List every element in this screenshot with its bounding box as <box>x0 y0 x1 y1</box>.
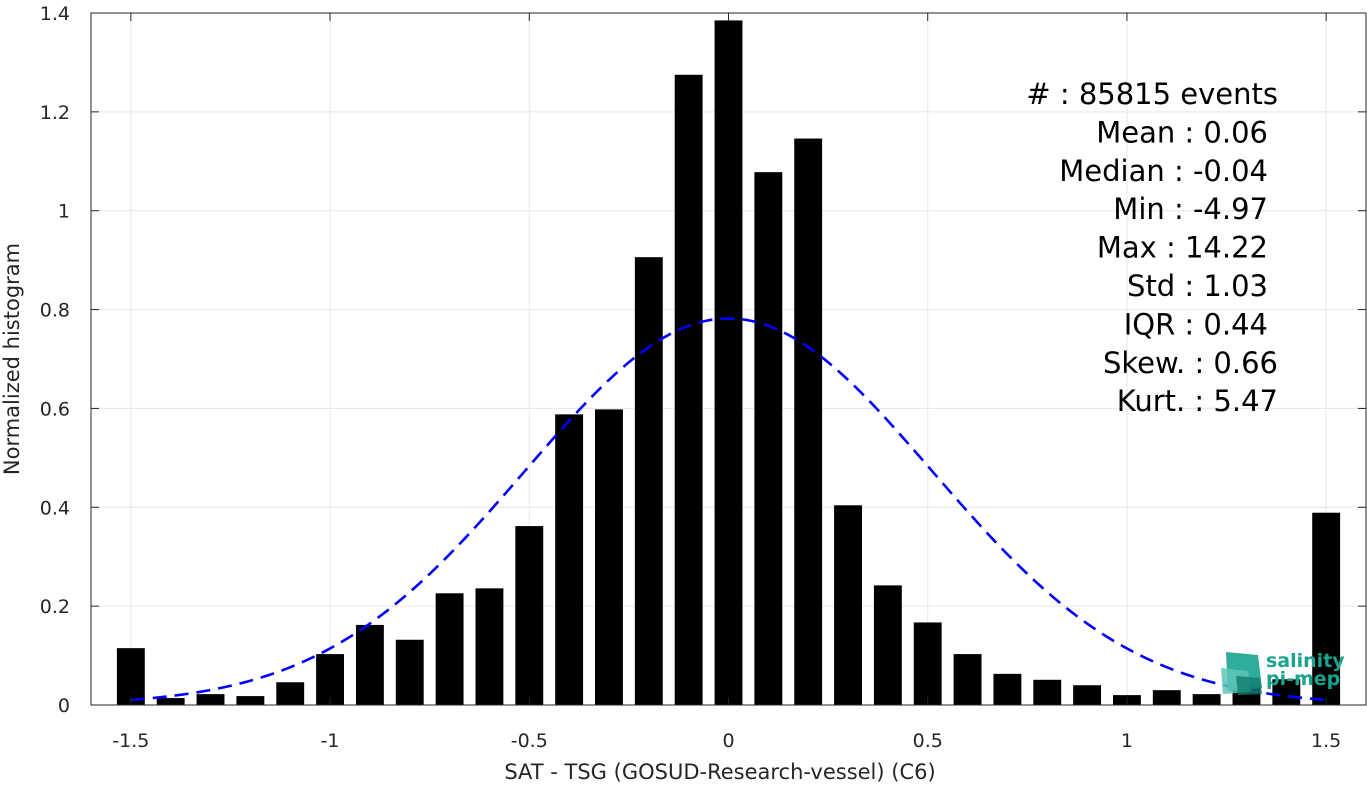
histogram-bar <box>316 654 345 705</box>
histogram-bar <box>953 654 982 705</box>
stats-box: # : 85815 events Mean : 0.06 Median : -0.0… <box>1026 77 1278 418</box>
histogram-bar <box>475 588 504 705</box>
y-tick-label: 1.4 <box>40 3 70 25</box>
y-tick-label: 0.4 <box>40 497 70 519</box>
y-tick-label: 1 <box>58 201 70 223</box>
histogram-bar <box>1192 694 1221 705</box>
histogram-bar <box>116 648 145 705</box>
stat-line: # : 85815 events <box>1026 77 1278 111</box>
y-tick-label: 0 <box>58 695 70 717</box>
histogram-bar <box>555 414 584 705</box>
histogram-bar <box>236 696 265 705</box>
x-tick-label: -1 <box>321 730 340 752</box>
x-tick-label: 0 <box>722 730 734 752</box>
gaussian-fit-curve <box>130 317 1327 702</box>
y-axis-title: Normalized histogram <box>0 243 24 475</box>
axis-ticks <box>91 12 1366 706</box>
salinity-pi-mep-logo: salinity pi-mep <box>1221 650 1345 695</box>
logo-mark-icon <box>1221 652 1262 695</box>
histogram-bar <box>276 682 305 705</box>
x-axis-title: SAT - TSG (GOSUD-Research-vessel) (C6) <box>504 760 935 784</box>
histogram-bar <box>196 694 225 705</box>
histogram-bar <box>1152 690 1181 705</box>
histogram-bar <box>595 409 623 705</box>
histogram-bar <box>1312 512 1341 705</box>
x-tick-labels: -1.5 -1 -0.5 0 0.5 1 1.5 <box>112 730 1341 752</box>
stat-line: Median : -0.04 <box>1059 154 1268 188</box>
histogram-bar <box>1073 685 1102 705</box>
stat-line: IQR : 0.44 <box>1124 307 1268 341</box>
histogram-bar <box>634 257 663 705</box>
stat-line: Std : 1.03 <box>1127 269 1268 303</box>
stat-line: Min : -4.97 <box>1113 192 1268 226</box>
logo-line-pimep: pi-mep <box>1266 668 1340 690</box>
histogram-bar <box>355 624 384 705</box>
histogram-bar <box>395 639 424 705</box>
histogram-bar <box>873 585 902 705</box>
x-tick-label: 1.5 <box>1311 730 1341 752</box>
y-tick-labels: 0 0.2 0.4 0.6 0.8 1 1.2 1.4 <box>40 3 70 717</box>
x-tick-label: -1.5 <box>112 730 149 752</box>
histogram-bar <box>834 505 862 705</box>
stat-line: Mean : 0.06 <box>1096 115 1268 149</box>
x-tick-label: -0.5 <box>511 730 548 752</box>
histogram-bar <box>515 526 544 705</box>
stat-line: Kurt. : 5.47 <box>1117 384 1278 418</box>
histogram-bar <box>156 698 185 705</box>
histogram-bar <box>714 20 743 705</box>
histogram-bar <box>435 593 464 705</box>
y-tick-label: 0.8 <box>40 300 70 322</box>
bars-layer <box>116 20 1341 706</box>
histogram-bar <box>794 138 823 705</box>
stat-line: Skew. : 0.66 <box>1103 346 1278 380</box>
histogram-bar <box>993 673 1022 705</box>
x-tick-label: 1 <box>1121 730 1133 752</box>
y-tick-label: 1.2 <box>40 102 70 124</box>
histogram-bar <box>1272 679 1301 705</box>
y-tick-label: 0.6 <box>40 398 70 420</box>
histogram-bar <box>754 172 783 705</box>
logo-line-salinity: salinity <box>1266 650 1345 672</box>
histogram-bar <box>674 74 703 706</box>
x-tick-label: 0.5 <box>913 730 943 752</box>
histogram-bar <box>1033 679 1062 705</box>
histogram-bar <box>913 622 942 705</box>
stat-line: Max : 14.22 <box>1097 231 1268 265</box>
y-tick-label: 0.2 <box>40 596 70 618</box>
